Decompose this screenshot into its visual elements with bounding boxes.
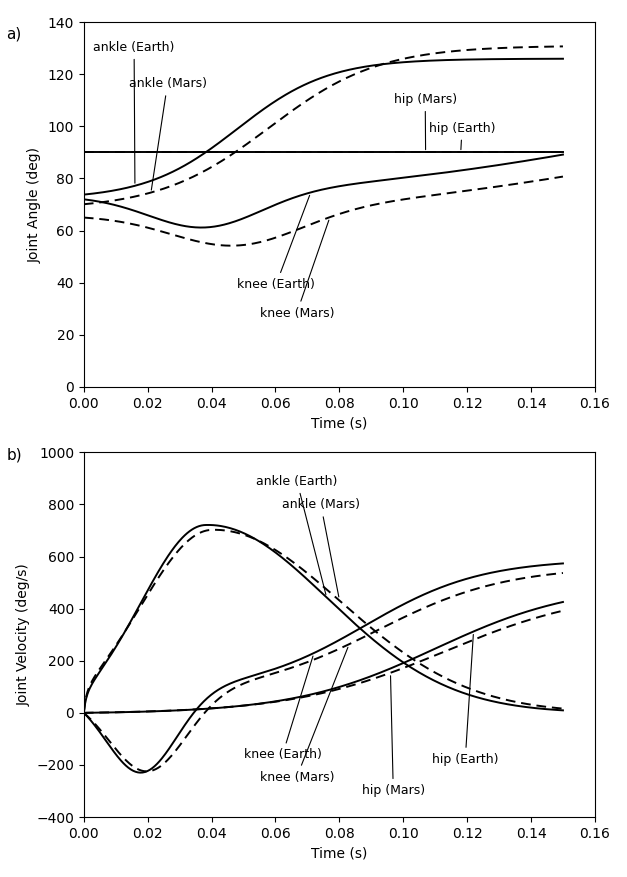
Text: knee (Earth): knee (Earth)	[237, 196, 315, 291]
Text: knee (Mars): knee (Mars)	[260, 220, 334, 319]
Y-axis label: Joint Angle (deg): Joint Angle (deg)	[28, 146, 42, 262]
Text: a): a)	[6, 26, 21, 41]
Y-axis label: Joint Velocity (deg/s): Joint Velocity (deg/s)	[17, 563, 31, 706]
Text: b): b)	[6, 447, 22, 462]
Text: knee (Earth): knee (Earth)	[243, 656, 322, 761]
Text: hip (Mars): hip (Mars)	[394, 93, 457, 150]
X-axis label: Time (s): Time (s)	[311, 417, 367, 430]
Text: ankle (Mars): ankle (Mars)	[282, 498, 360, 597]
Text: knee (Mars): knee (Mars)	[260, 647, 348, 783]
Text: ankle (Mars): ankle (Mars)	[129, 77, 206, 190]
Text: hip (Earth): hip (Earth)	[432, 634, 498, 766]
Text: ankle (Earth): ankle (Earth)	[93, 41, 175, 183]
Text: hip (Earth): hip (Earth)	[429, 122, 495, 150]
Text: hip (Mars): hip (Mars)	[362, 676, 425, 797]
Text: ankle (Earth): ankle (Earth)	[256, 475, 338, 595]
X-axis label: Time (s): Time (s)	[311, 846, 367, 860]
